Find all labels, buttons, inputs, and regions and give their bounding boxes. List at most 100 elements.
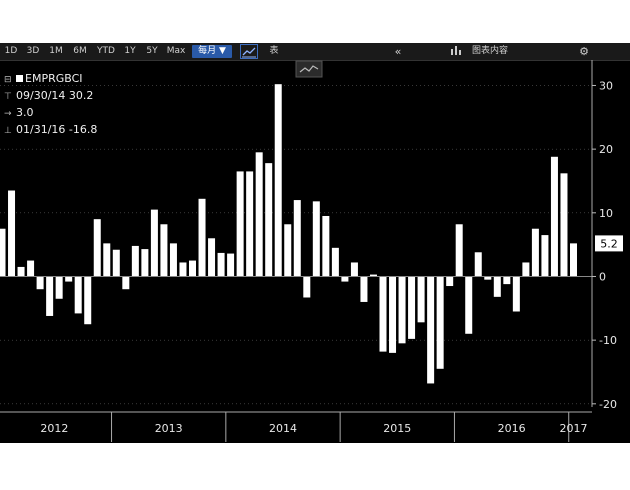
bar	[303, 276, 311, 298]
bar	[46, 276, 54, 316]
bar	[446, 276, 454, 287]
bar	[322, 215, 330, 277]
range-1m-button[interactable]: 1M	[49, 46, 63, 56]
x-axis: 2012 2013 2014 2015 2016 2017	[0, 411, 592, 442]
bar	[93, 219, 101, 277]
bar	[427, 276, 435, 384]
bar	[217, 252, 225, 277]
range-max-button[interactable]: Max	[166, 46, 186, 56]
legend-last-row: → 3.0	[4, 105, 97, 122]
bar	[179, 262, 187, 277]
x-year-label: 2014	[269, 422, 297, 435]
chart-window: 1D 3D 1M 6M YTD 1Y 5Y Max 每月 ▼ 表 « 图表内容 …	[0, 43, 630, 443]
bar	[189, 260, 196, 277]
bar	[503, 276, 511, 285]
bar	[331, 247, 339, 277]
bar	[341, 276, 349, 282]
bar	[236, 171, 244, 277]
bar	[160, 224, 168, 277]
legend-high-date: 09/30/14	[16, 89, 66, 102]
bar	[255, 152, 263, 277]
bar	[465, 276, 473, 334]
bar	[284, 224, 292, 277]
legend-series-row[interactable]: ⊟ EMPRGBCI	[4, 71, 97, 88]
bar	[408, 276, 416, 339]
y-tick-label: -20	[599, 398, 617, 411]
bar	[455, 224, 463, 277]
bar	[312, 201, 320, 277]
legend-toggle-icon[interactable]: ⊟	[4, 75, 12, 85]
range-3d-button[interactable]: 3D	[26, 46, 40, 56]
y-tick-label: 20	[599, 143, 613, 156]
frequency-dropdown[interactable]: 每月 ▼	[192, 45, 232, 58]
range-5y-button[interactable]: 5Y	[146, 46, 158, 56]
y-tick-label: 10	[599, 207, 613, 220]
bar	[65, 276, 73, 282]
bar-chart: 30 20 10 0 -10 -20 2012 2013 2014 2015 2016 2…	[0, 60, 623, 442]
bar	[560, 173, 568, 277]
bar	[208, 238, 216, 277]
legend-high-value: 30.2	[68, 89, 94, 102]
legend: ⊟ EMPRGBCI ⊤ 09/30/14 30.2 → 3.0 ⊥ 01/31/16 …	[4, 71, 97, 139]
bar	[150, 209, 158, 277]
bar	[398, 276, 406, 344]
bar	[17, 266, 25, 277]
y-axis: 30 20 10 0 -10 -20	[591, 60, 617, 411]
bar	[227, 253, 235, 277]
bar	[493, 276, 501, 297]
legend-last-value: 3.0	[16, 106, 34, 119]
y-tick-label: 30	[599, 79, 613, 92]
y-tick-label: 0	[599, 270, 606, 283]
legend-low-value: -16.8	[68, 123, 98, 136]
range-1d-button[interactable]: 1D	[4, 46, 18, 56]
bar	[141, 249, 149, 277]
bar	[474, 252, 482, 277]
chart-content-button[interactable]: 图表内容	[471, 46, 508, 56]
bar	[550, 156, 558, 277]
bar	[8, 190, 16, 277]
y-tick-label: -10	[599, 334, 617, 347]
bar	[122, 276, 130, 290]
range-ytd-button[interactable]: YTD	[97, 46, 115, 56]
chart-type-icon[interactable]	[295, 60, 323, 78]
bar	[360, 276, 368, 302]
line-chart-icon-svg	[242, 47, 256, 58]
bar	[169, 243, 177, 277]
bar	[541, 235, 549, 277]
x-year-label: 2017	[560, 422, 588, 435]
bar	[131, 245, 139, 277]
collapse-chevrons-icon[interactable]: «	[394, 45, 402, 58]
line-chart-icon[interactable]	[240, 44, 258, 59]
bar	[27, 260, 35, 277]
bar	[389, 276, 397, 353]
bar	[274, 84, 282, 277]
bar	[350, 262, 358, 277]
range-1y-button[interactable]: 1Y	[124, 46, 136, 56]
range-6m-button[interactable]: 6M	[73, 46, 87, 56]
bar	[570, 243, 577, 277]
bar	[246, 171, 254, 277]
bar	[417, 276, 425, 323]
series-swatch	[16, 75, 23, 82]
legend-high-row: ⊤ 09/30/14 30.2	[4, 88, 97, 105]
table-button[interactable]: 表	[269, 46, 279, 56]
bar	[265, 163, 273, 277]
gear-icon[interactable]: ⚙	[579, 45, 589, 58]
bar-chart-icon[interactable]	[449, 44, 463, 59]
bar	[522, 262, 530, 277]
bar	[36, 276, 44, 290]
legend-low-row: ⊥ 01/31/16 -16.8	[4, 122, 97, 139]
bar	[369, 274, 377, 277]
high-marker-icon: ⊤	[4, 92, 12, 102]
legend-series-name: EMPRGBCI	[25, 72, 83, 85]
bar	[379, 276, 387, 352]
bar	[484, 276, 492, 280]
last-value-box	[595, 235, 623, 252]
bar	[198, 198, 206, 277]
bar	[55, 276, 63, 299]
last-value-label: 5.2	[600, 237, 618, 250]
x-year-label: 2012	[40, 422, 68, 435]
bar	[293, 200, 301, 277]
bars	[0, 84, 577, 384]
bar-chart-icon-svg	[451, 46, 461, 55]
